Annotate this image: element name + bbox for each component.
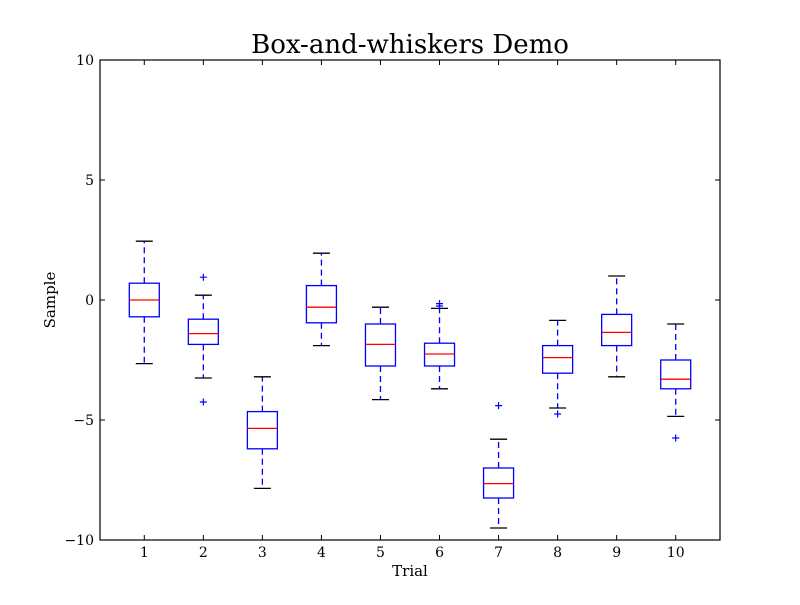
flier-point xyxy=(554,410,562,418)
box-iqr xyxy=(246,410,279,450)
y-tick-label: 10 xyxy=(76,53,94,69)
x-tick-label: 4 xyxy=(317,545,326,561)
flier-point xyxy=(672,434,680,442)
box-iqr xyxy=(187,318,219,346)
flier-point xyxy=(436,302,444,310)
x-axis-label: Trial xyxy=(392,562,428,580)
x-tick-label: 7 xyxy=(494,545,503,561)
x-tick-label: 8 xyxy=(553,545,562,561)
plot-area: −10 −5 0 5 10 1 2 3 4 5 6 7 8 9 10 xyxy=(64,53,721,561)
flier-point xyxy=(199,398,207,406)
box-iqr xyxy=(541,344,574,374)
y-tick-label: 5 xyxy=(85,173,94,189)
chart-title: Box-and-whiskers Demo xyxy=(251,30,569,60)
x-tick-label: 9 xyxy=(612,545,621,561)
x-tick-label: 5 xyxy=(376,545,385,561)
flier-point xyxy=(199,273,207,281)
y-tick-label: −10 xyxy=(64,533,94,549)
y-tick-label: 0 xyxy=(85,293,94,309)
box-iqr xyxy=(305,284,338,324)
x-tick-label: 2 xyxy=(199,545,208,561)
x-tick-label: 6 xyxy=(435,545,444,561)
x-tick-label: 3 xyxy=(258,545,267,561)
y-tick-label: −5 xyxy=(73,413,94,429)
box-iqr xyxy=(601,313,633,347)
x-tick-label: 1 xyxy=(140,545,149,561)
box-iqr xyxy=(660,359,692,390)
flier-point xyxy=(495,402,503,410)
x-tick-label: 10 xyxy=(667,545,685,561)
y-axis-label: Sample xyxy=(41,272,59,329)
